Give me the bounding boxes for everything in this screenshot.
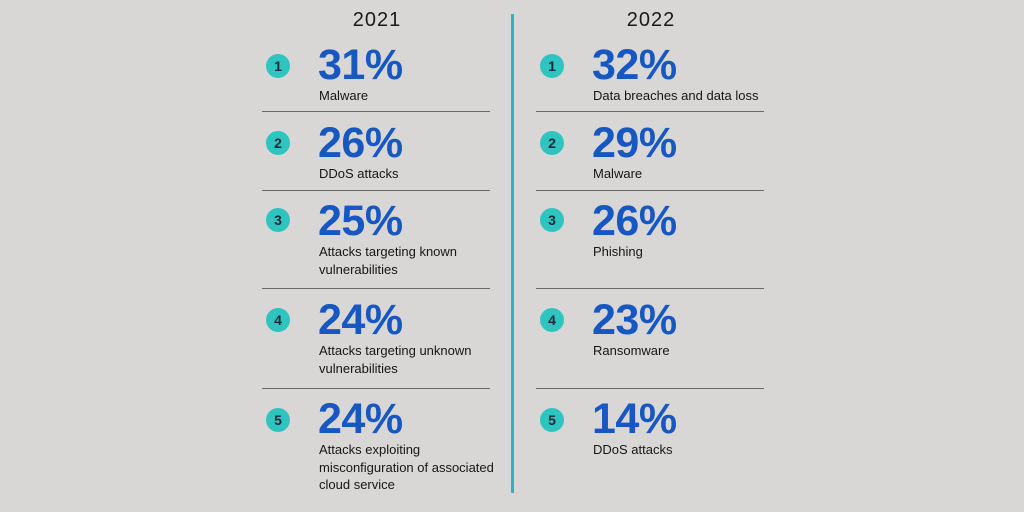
percent-value: 23% [592,296,677,344]
row-divider [536,190,764,191]
row-divider [536,388,764,389]
category-label: Attacks exploiting misconfiguration of a… [319,442,494,492]
percent-value: 31% [318,41,403,89]
rank-badge: 5 [266,408,290,432]
percent-value: 25% [318,197,403,245]
row-divider [262,388,490,389]
row-divider [262,190,490,191]
row-divider [536,111,764,112]
percent-value: 24% [318,296,403,344]
category-label: Attacks targeting known vulnerabilities [319,244,458,277]
percent-value: 26% [318,119,403,167]
rank-badge: 3 [266,208,290,232]
rank-badge: 1 [266,54,290,78]
percent-value: 14% [592,395,677,443]
category-label: Ransomware [593,343,670,358]
column-divider [511,14,514,493]
category-label: Phishing [593,244,643,259]
category-label: Malware [319,88,369,103]
row-divider [262,288,490,289]
percent-value: 29% [592,119,677,167]
rank-badge: 2 [266,131,290,155]
rank-badge: 1 [540,54,564,78]
percent-value: 24% [318,395,403,443]
category-label: DDoS attacks [593,442,673,457]
rank-badge: 4 [540,308,564,332]
row-divider [262,111,490,112]
category-label: DDoS attacks [319,166,399,181]
percent-value: 32% [592,41,677,89]
row-divider [536,288,764,289]
year-heading: 2022 [626,9,676,31]
year-heading: 2021 [352,9,402,31]
category-label: Attacks targeting unknown vulnerabilitie… [319,343,472,376]
rank-badge: 3 [540,208,564,232]
rank-badge: 4 [266,308,290,332]
category-label: Malware [593,166,643,181]
rank-badge: 5 [540,408,564,432]
percent-value: 26% [592,197,677,245]
category-label: Data breaches and data loss [593,88,759,103]
rank-badge: 2 [540,131,564,155]
